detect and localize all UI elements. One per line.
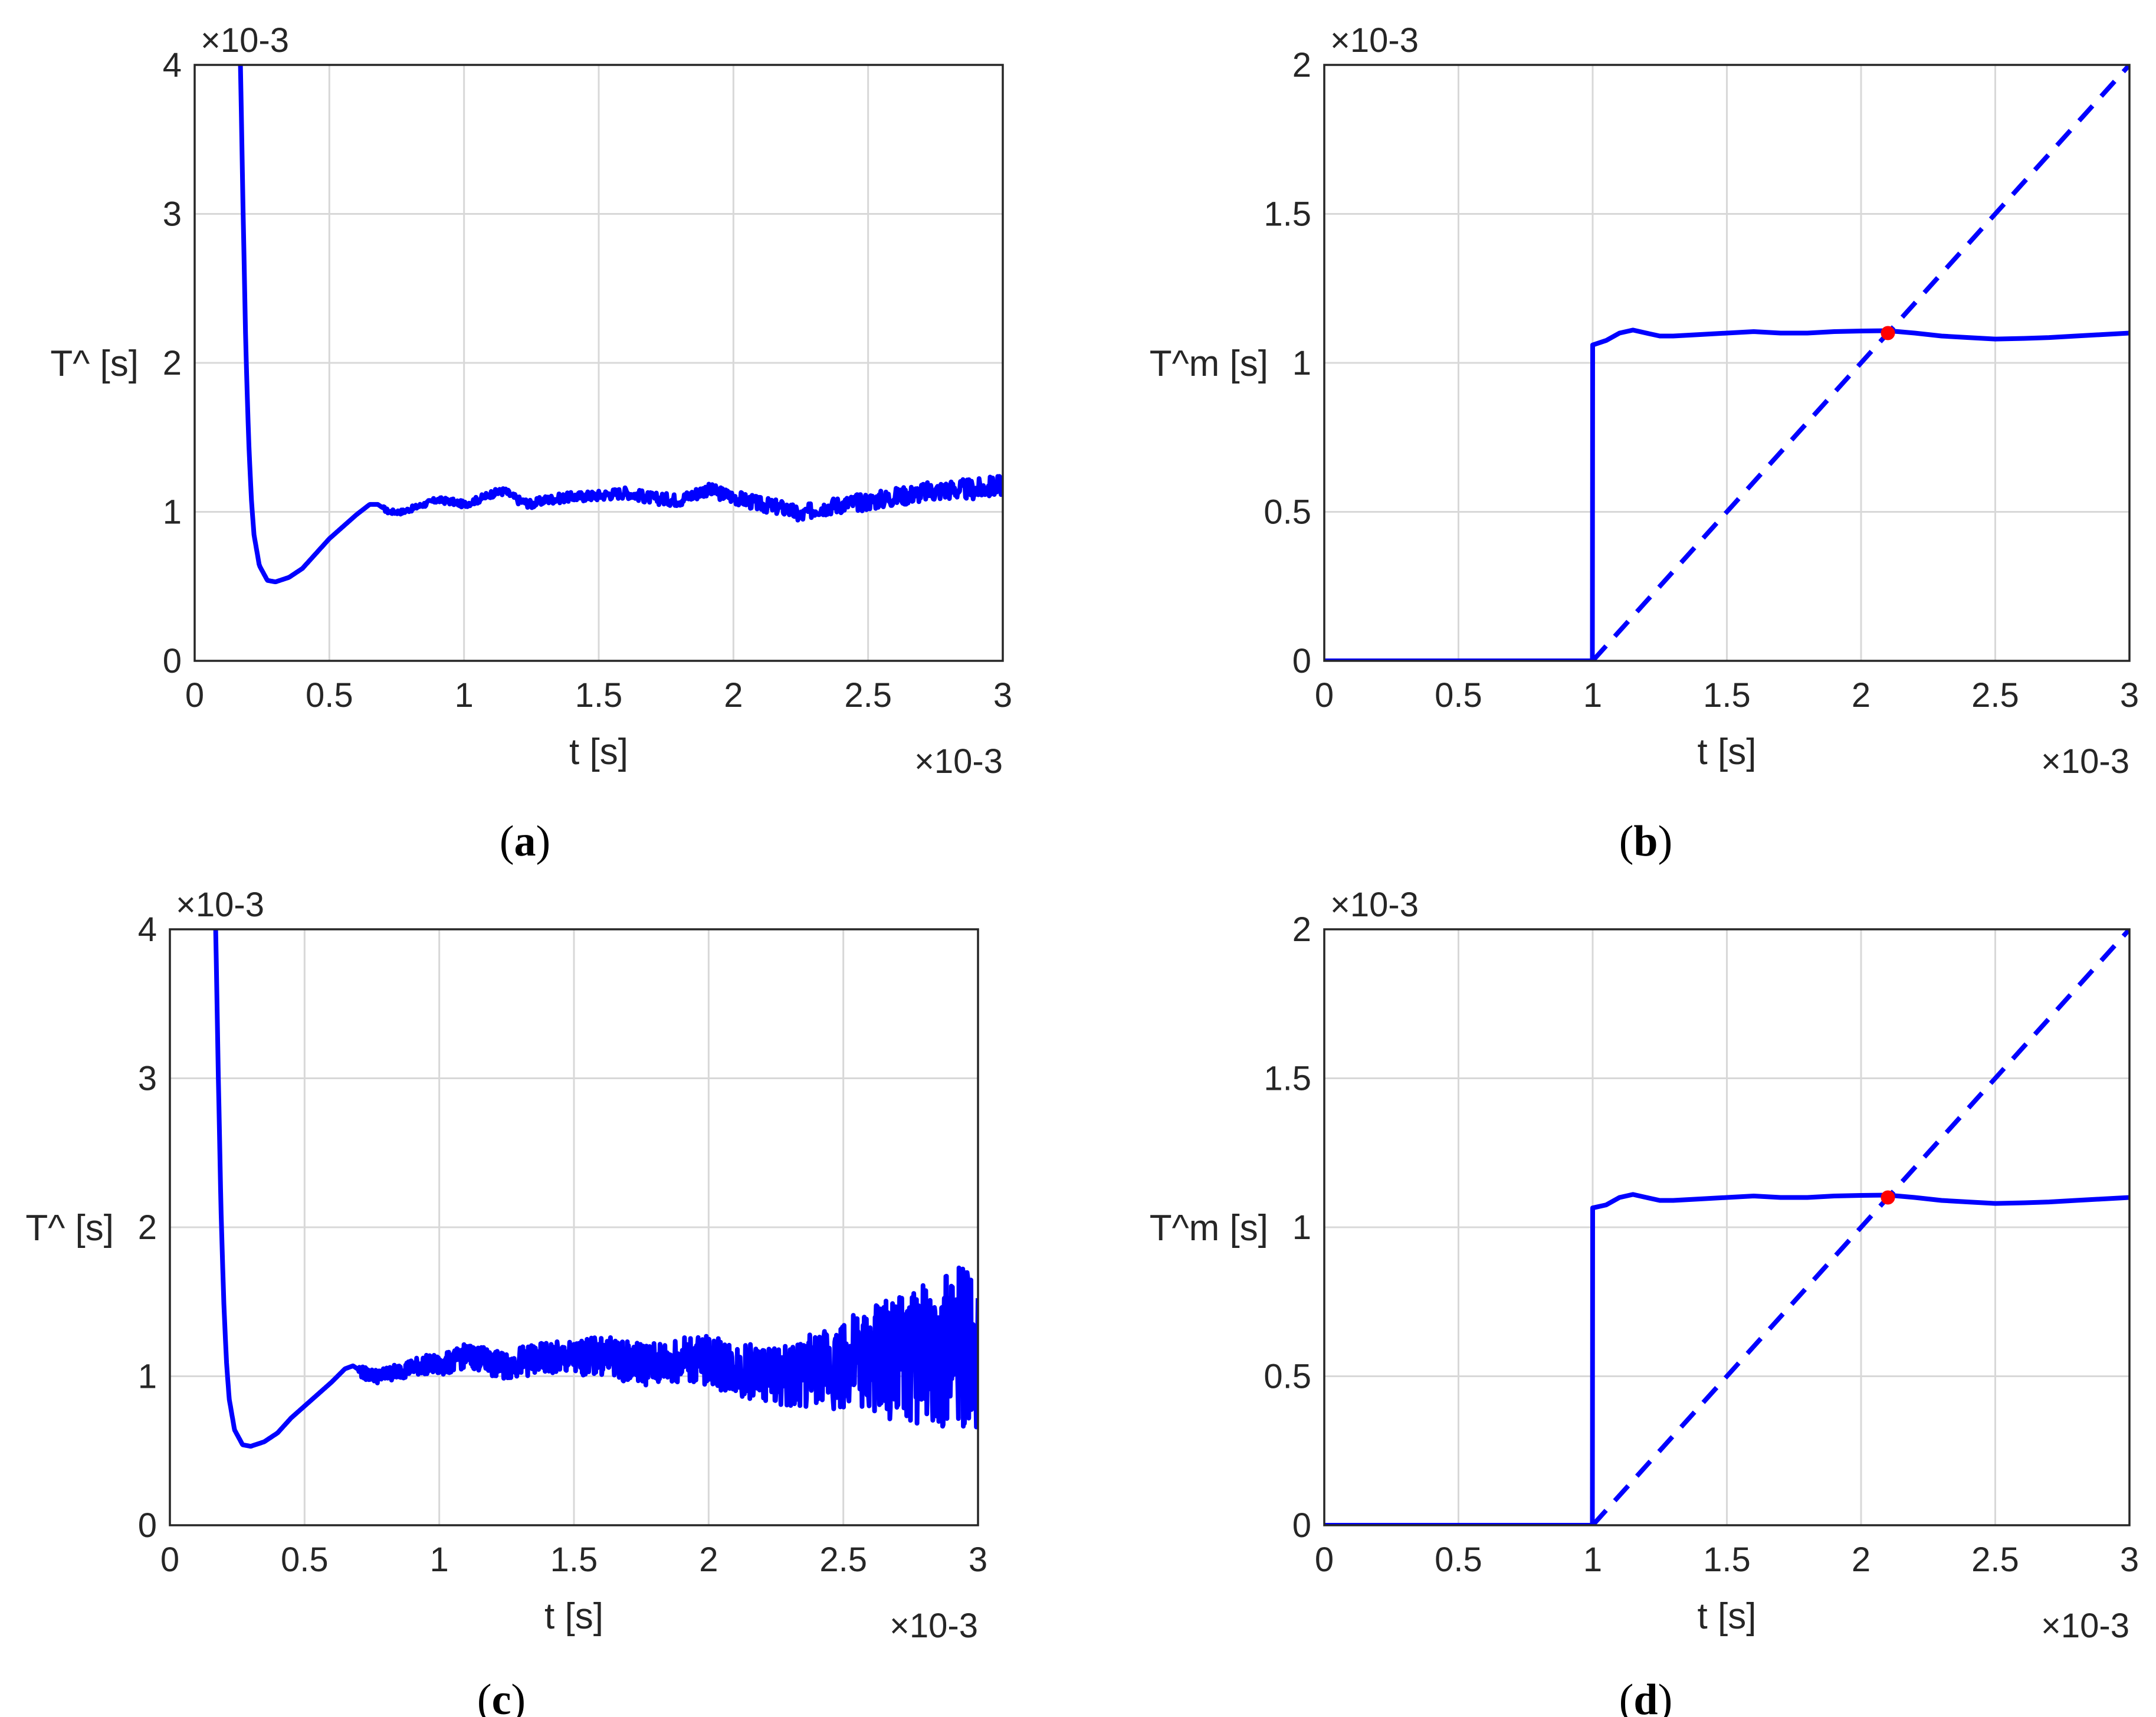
x-exponent-label: ×10-3	[2041, 1607, 2129, 1645]
caption-close-paren: )	[1658, 1676, 1673, 1717]
series-line-solid	[213, 929, 978, 1449]
caption-open-paren: (	[500, 817, 514, 866]
series-line-dashed	[1591, 929, 2129, 1525]
y-axis-label: T^ [s]	[25, 1208, 114, 1249]
y-axis-label: T^m [s]	[1150, 1208, 1268, 1249]
caption-letter: b	[1633, 817, 1658, 866]
series-line-solid	[238, 65, 1003, 585]
x-tick-label: 0	[1315, 676, 1334, 715]
panel-caption: (a)	[500, 817, 550, 866]
x-tick-label: 3	[969, 1541, 987, 1579]
y-exponent-label: ×10-3	[201, 21, 289, 60]
y-tick-label: 1.5	[1264, 195, 1311, 234]
x-tick-label: 1.5	[575, 676, 623, 715]
caption-close-paren: )	[511, 1676, 526, 1717]
intersection-marker	[1881, 1190, 1895, 1205]
x-tick-label: 0.5	[1435, 1541, 1482, 1579]
x-tick-label: 1	[1583, 1541, 1602, 1579]
y-tick-label: 1.5	[1264, 1060, 1311, 1098]
series-line-solid	[1324, 327, 2129, 661]
x-exponent-label: ×10-3	[914, 742, 1003, 781]
x-tick-label: 0.5	[1435, 676, 1482, 715]
x-tick-label: 2	[1852, 1541, 1870, 1579]
y-tick-label: 1	[163, 493, 182, 532]
panel-caption: (c)	[477, 1676, 526, 1717]
y-tick-label: 1	[1292, 1208, 1311, 1247]
x-tick-label: 0.5	[281, 1541, 329, 1579]
x-axis-label: t [s]	[1698, 732, 1757, 772]
x-tick-label: 3	[993, 676, 1012, 715]
y-exponent-label: ×10-3	[1330, 886, 1419, 924]
x-tick-label: 0.5	[306, 676, 353, 715]
y-tick-label: 2	[1292, 46, 1311, 84]
y-exponent-label: ×10-3	[1330, 21, 1419, 60]
x-exponent-label: ×10-3	[2041, 742, 2129, 781]
x-tick-label: 1.5	[1703, 1541, 1751, 1579]
y-tick-label: 2	[138, 1208, 157, 1247]
y-tick-label: 0	[138, 1506, 157, 1545]
y-tick-label: 1	[138, 1358, 157, 1396]
x-tick-label: 2	[724, 676, 743, 715]
y-tick-label: 0	[1292, 642, 1311, 680]
caption-close-paren: )	[1658, 817, 1673, 866]
axes-box	[169, 928, 979, 1526]
caption-open-paren: (	[1619, 1676, 1634, 1717]
y-tick-label: 3	[138, 1060, 157, 1098]
y-tick-label: 1	[1292, 344, 1311, 382]
x-tick-label: 2	[699, 1541, 718, 1579]
y-tick-label: 0	[1292, 1506, 1311, 1545]
caption-open-paren: (	[1619, 817, 1634, 866]
caption-letter: a	[514, 817, 536, 866]
x-tick-label: 2.5	[1971, 676, 2019, 715]
chart-panel-a: 0 0.5 1 1.5 2 2.5 3 0 1 2 3 4 ×10-3 ×10-3 t [s] T^ [s] (…	[50, 21, 1012, 866]
axes-box	[1323, 64, 2131, 662]
x-axis-label: t [s]	[544, 1596, 603, 1637]
x-tick-label: 1.5	[550, 1541, 598, 1579]
x-tick-label: 2.5	[844, 676, 892, 715]
y-exponent-label: ×10-3	[176, 886, 264, 924]
x-axis-label: t [s]	[569, 732, 628, 772]
panel-caption: (d)	[1619, 1676, 1672, 1717]
x-tick-label: 1.5	[1703, 676, 1751, 715]
y-tick-label: 2	[163, 344, 182, 382]
intersection-marker	[1881, 326, 1895, 340]
y-tick-label: 0.5	[1264, 493, 1311, 532]
axes-box	[193, 64, 1004, 662]
series-line-dashed	[1591, 65, 2129, 661]
y-tick-label: 2	[1292, 910, 1311, 949]
x-tick-label: 2	[1852, 676, 1870, 715]
x-tick-label: 0	[185, 676, 204, 715]
y-tick-label: 0.5	[1264, 1358, 1311, 1396]
y-axis-label: T^m [s]	[1150, 343, 1268, 384]
x-tick-label: 0	[160, 1541, 179, 1579]
y-tick-label: 4	[138, 910, 157, 949]
y-tick-label: 0	[163, 642, 182, 680]
y-axis-label: T^ [s]	[50, 343, 139, 384]
chart-panel-c: 0 0.5 1 1.5 2 2.5 3 0 1 2 3 4 ×10-3 ×10-3 t [s] T^ [s] (…	[25, 886, 987, 1717]
panel-caption: (b)	[1619, 817, 1672, 866]
x-tick-label: 3	[2120, 1541, 2139, 1579]
chart-panel-b: 0 0.5 1 1.5 2 2.5 3 0 0.5 1 1.5 2 ×10-3 ×10-3 t [s] T^m…	[1150, 21, 2139, 866]
x-tick-label: 2.5	[1971, 1541, 2019, 1579]
y-tick-label: 3	[163, 195, 182, 234]
caption-open-paren: (	[477, 1676, 492, 1717]
x-axis-label: t [s]	[1698, 1596, 1757, 1637]
x-tick-label: 1	[1583, 676, 1602, 715]
x-tick-label: 0	[1315, 1541, 1334, 1579]
caption-letter: c	[492, 1676, 511, 1717]
chart-panel-d: 0 0.5 1 1.5 2 2.5 3 0 0.5 1 1.5 2 ×10-3 ×10-3 t [s] T^m…	[1150, 886, 2139, 1717]
y-tick-label: 4	[163, 46, 182, 84]
x-exponent-label: ×10-3	[890, 1607, 978, 1645]
caption-close-paren: )	[536, 817, 551, 866]
series-line-solid	[1324, 1192, 2129, 1525]
x-tick-label: 2.5	[819, 1541, 867, 1579]
x-tick-label: 1	[455, 676, 474, 715]
x-tick-label: 1	[430, 1541, 449, 1579]
caption-letter: d	[1633, 1676, 1658, 1717]
axes-box	[1323, 928, 2131, 1526]
x-tick-label: 3	[2120, 676, 2139, 715]
